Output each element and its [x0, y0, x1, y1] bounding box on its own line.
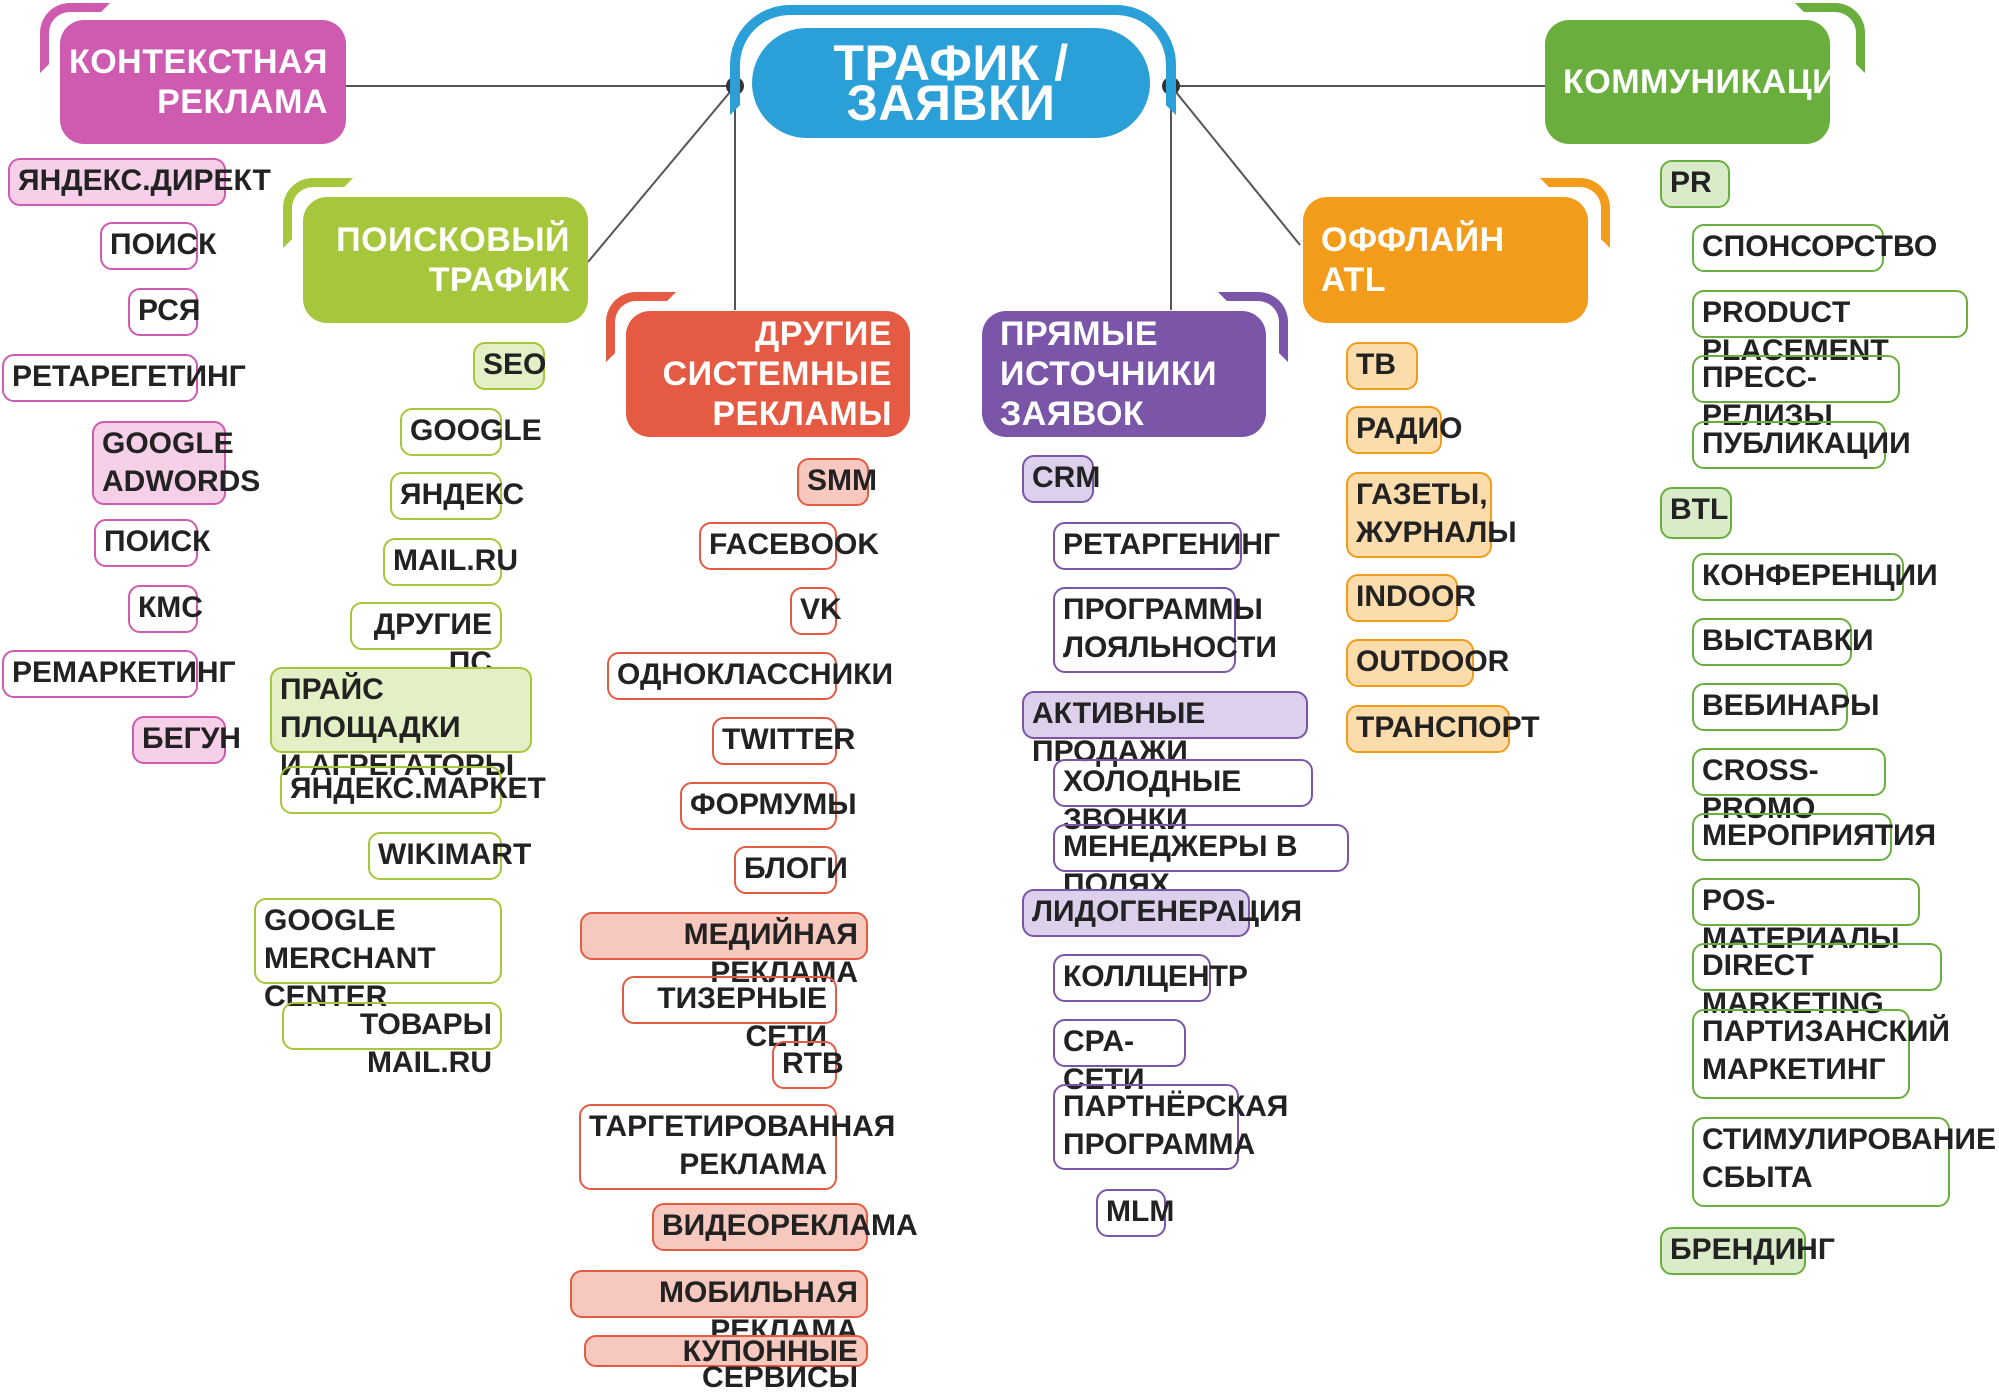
direct-item-8: CPA-СЕТИ: [1053, 1019, 1186, 1096]
category-context: КОНТЕКСТНАЯ РЕКЛАМА: [60, 20, 346, 144]
offline-item-4: OUTDOOR: [1346, 639, 1509, 687]
category-direct: ПРЯМЫЕ ИСТОЧНИКИ ЗАЯВОК: [982, 311, 1266, 437]
direct-item-6: ЛИДОГЕНЕРАЦИЯ: [1022, 889, 1302, 937]
direct-item-2: ПРОГРАММЫ ЛОЯЛЬНОСТИ: [1053, 587, 1277, 673]
context-item-0: ЯНДЕКС.ДИРЕКТ: [8, 158, 271, 206]
context-item-1: ПОИСК: [100, 222, 216, 270]
search-item-8: GOOGLE MERCHANT CENTER: [254, 898, 502, 1013]
root-node: ТРАФИК / ЗАЯВКИ: [752, 28, 1150, 138]
connector-offline: [1170, 85, 1301, 246]
direct-item-1: РЕТАРГЕНИНГ: [1053, 522, 1280, 570]
search-item-2: ЯНДЕКС: [390, 472, 524, 520]
direct-arc: [1218, 292, 1288, 362]
search-item-4: ДРУГИЕ ПС: [350, 602, 502, 679]
search-item-0: SEO: [473, 342, 546, 390]
direct-item-3: АКТИВНЫЕ ПРОДАЖИ: [1022, 691, 1308, 768]
direct-item-5: МЕНЕДЖЕРЫ В ПОЛЯХ: [1053, 824, 1349, 901]
comm-item-8: ВЕБИНАРЫ: [1692, 683, 1880, 731]
comm-item-13: ПАРТИЗАНСКИЙ МАРКЕТИНГ: [1692, 1009, 1950, 1099]
root-title: ТРАФИК / ЗАЯВКИ: [833, 35, 1069, 131]
direct-item-7: КОЛЛЦЕНТР: [1053, 954, 1248, 1002]
direct-item-4: ХОЛОДНЫЕ ЗВОНКИ: [1053, 759, 1313, 836]
comm-item-4: ПУБЛИКАЦИИ: [1692, 421, 1911, 469]
other-item-1: FACEBOOK: [699, 522, 879, 570]
context-item-7: РЕМАРКЕТИНГ: [2, 650, 236, 698]
other-item-13: КУПОННЫЕ СЕРВИСЫ: [584, 1335, 868, 1393]
context-item-4: GOOGLE ADWORDS: [92, 421, 260, 505]
other-item-12: МОБИЛЬНАЯ РЕКЛАМА: [570, 1270, 868, 1347]
offline-item-0: ТВ: [1346, 342, 1418, 390]
category-offline-title: ОФФЛАЙН ATL: [1321, 221, 1505, 299]
other-item-11: ВИДЕОРЕКЛАМА: [652, 1203, 918, 1251]
offline-item-3: INDOOR: [1346, 574, 1476, 622]
search-item-6: ЯНДЕКС.МАРКЕТ: [280, 766, 546, 814]
offline-item-1: РАДИО: [1346, 406, 1462, 454]
other-item-4: TWITTER: [712, 717, 855, 765]
direct-item-0: CRM: [1022, 455, 1100, 503]
context-item-2: РСЯ: [128, 288, 201, 336]
offline-item-5: ТРАНСПОРТ: [1346, 705, 1540, 753]
other-item-6: БЛОГИ: [734, 846, 848, 894]
other-item-5: ФОРМУМЫ: [680, 782, 857, 830]
search-item-7: WIKIMART: [368, 832, 531, 880]
comm-item-12: DIRECT MARKETING: [1692, 943, 1942, 1020]
other-item-10: ТАРГЕТИРОВАННАЯ РЕКЛАМА: [579, 1104, 895, 1190]
comm-item-9: CROSS-PROMO: [1692, 748, 1886, 825]
category-offline: ОФФЛАЙН ATL: [1303, 197, 1588, 323]
category-comm: КОММУНИКАЦИИ: [1545, 20, 1862, 144]
comm-item-0: PR: [1660, 160, 1730, 208]
other-arc: [606, 292, 676, 362]
search-item-5: ПРАЙС ПЛОЩАДКИ И АГРЕГАТОРЫ: [270, 667, 532, 782]
category-other-title: ДРУГИЕ СИСТЕМНЫЕ РЕКЛАМЫ: [662, 315, 892, 433]
offline-arc: [1540, 178, 1610, 248]
root-arc: [730, 5, 1176, 115]
comm-item-10: МЕРОПРИЯТИЯ: [1692, 813, 1936, 861]
direct-item-10: MLM: [1096, 1189, 1174, 1237]
context-item-5: ПОИСК: [94, 519, 210, 567]
context-arc: [40, 3, 110, 73]
offline-item-2: ГАЗЕТЫ, ЖУРНАЛЫ: [1346, 472, 1517, 558]
search-arc: [283, 178, 353, 248]
other-item-9: RTB: [772, 1041, 844, 1089]
search-item-1: GOOGLE: [400, 408, 542, 456]
other-item-7: МЕДИЙНАЯ РЕКЛАМА: [580, 912, 868, 989]
category-search: ПОИСКОВЫЙ ТРАФИК: [303, 197, 588, 323]
comm-item-6: КОНФЕРЕНЦИИ: [1692, 553, 1938, 601]
comm-arc: [1795, 3, 1865, 73]
comm-item-14: СТИМУЛИРОВАНИЕ СБЫТА: [1692, 1117, 1996, 1207]
context-item-3: РЕТАРЕГЕТИНГ: [2, 354, 246, 402]
context-item-8: БЕГУН: [132, 716, 241, 764]
direct-item-9: ПАРТНЁРСКАЯ ПРОГРАММА: [1053, 1084, 1288, 1170]
comm-item-11: POS-МАТЕРИАЛЫ: [1692, 878, 1920, 955]
other-item-3: ОДНОКЛАССНИКИ: [607, 652, 893, 700]
comm-item-1: СПОНСОРСТВО: [1692, 224, 1937, 272]
category-direct-title: ПРЯМЫЕ ИСТОЧНИКИ ЗАЯВОК: [1000, 315, 1218, 433]
category-search-title: ПОИСКОВЫЙ ТРАФИК: [336, 221, 570, 299]
comm-item-3: ПРЕСС-РЕЛИЗЫ: [1692, 355, 1900, 432]
category-other: ДРУГИЕ СИСТЕМНЫЕ РЕКЛАМЫ: [626, 311, 910, 437]
category-context-title: КОНТЕКСТНАЯ РЕКЛАМА: [68, 43, 328, 121]
comm-item-2: PRODUCT PLACEMENT: [1692, 290, 1968, 367]
search-item-3: MAIL.RU: [383, 538, 518, 586]
other-item-8: ТИЗЕРНЫЕ СЕТИ: [622, 976, 837, 1053]
other-item-2: VK: [790, 587, 842, 635]
connector-search: [587, 85, 736, 263]
search-item-9: ТОВАРЫ MAIL.RU: [282, 1002, 502, 1079]
category-comm-title: КОММУНИКАЦИИ: [1563, 63, 1863, 101]
comm-item-5: BTL: [1660, 487, 1732, 539]
other-item-0: SMM: [797, 458, 877, 506]
context-item-6: КМС: [128, 585, 203, 633]
comm-item-15: БРЕНДИНГ: [1660, 1227, 1835, 1275]
comm-item-7: ВЫСТАВКИ: [1692, 618, 1874, 666]
